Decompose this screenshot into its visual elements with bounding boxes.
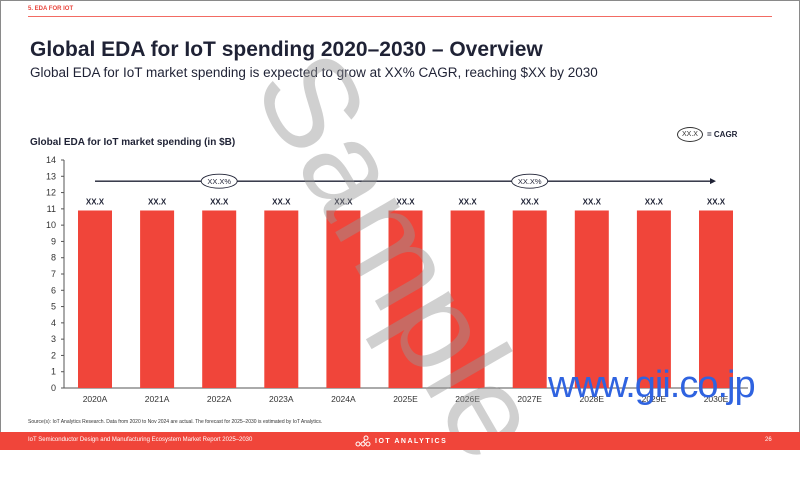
network-logo-icon — [355, 435, 371, 447]
x-tick-label: 2026E — [455, 394, 480, 404]
bar-2029E — [636, 210, 671, 388]
section-label: 5. EDA FOR IOT — [28, 6, 74, 12]
bar-2022A — [202, 210, 237, 388]
cagr-oval — [511, 173, 549, 189]
data-label: XX.X — [521, 197, 540, 206]
chart-title: Global EDA for IoT market spending (in $… — [30, 137, 236, 148]
bar-2024A — [326, 210, 361, 388]
legend-cagr-label: = CAGR — [707, 130, 738, 139]
chart-legend: XX.X = CAGR — [677, 127, 737, 142]
bar-2028E — [574, 210, 609, 388]
y-tick-label: 8 — [51, 253, 56, 263]
x-tick-label: 2020A — [83, 394, 108, 404]
y-tick-label: 13 — [46, 171, 56, 181]
data-label: XX.X — [334, 197, 353, 206]
data-label: XX.X — [583, 197, 602, 206]
footer-bar: IoT Semiconductor Design and Manufacturi… — [0, 432, 800, 450]
data-label: XX.X — [210, 197, 229, 206]
section-divider — [28, 16, 772, 17]
footer-logo-text: IOT ANALYTICS — [375, 437, 448, 445]
data-label: XX.X — [396, 197, 415, 206]
cagr-label: XX.X% — [518, 177, 542, 186]
y-tick-label: 2 — [51, 350, 56, 360]
data-label: XX.X — [707, 197, 726, 206]
cagr-arrowhead-icon — [710, 178, 716, 185]
page-number: 26 — [765, 437, 772, 443]
data-label: XX.X — [148, 197, 167, 206]
bar-2030E — [699, 210, 733, 388]
footer-report-name: IoT Semiconductor Design and Manufacturi… — [28, 437, 253, 443]
y-tick-label: 10 — [46, 220, 56, 230]
y-tick-label: 1 — [51, 367, 56, 377]
y-tick-label: 3 — [51, 334, 56, 344]
data-label: XX.X — [458, 197, 477, 206]
bar-2027E — [512, 210, 547, 388]
x-tick-label: 2025E — [393, 394, 418, 404]
y-tick-label: 11 — [47, 204, 56, 214]
x-tick-label: 2022A — [207, 394, 232, 404]
x-tick-label: 2021A — [145, 394, 170, 404]
y-tick-label: 7 — [51, 269, 56, 279]
bar-2026E — [450, 210, 485, 388]
bar-2023A — [264, 210, 299, 388]
cagr-label: XX.X% — [207, 177, 231, 186]
page-title: Global EDA for IoT spending 2020–2030 – … — [30, 38, 543, 61]
y-tick-label: 12 — [46, 188, 56, 198]
data-label: XX.X — [272, 197, 291, 206]
x-tick-label: 2030E — [704, 394, 729, 404]
page-subtitle: Global EDA for IoT market spending is ex… — [30, 65, 598, 80]
y-tick-label: 6 — [51, 285, 56, 295]
bar-chart: 01234567891011121314XX.X2020AXX.X2021AXX… — [46, 155, 748, 404]
bar-2020A — [78, 210, 112, 388]
x-tick-label: 2024A — [331, 394, 356, 404]
bar-2025E — [388, 210, 423, 388]
x-tick-label: 2029E — [642, 394, 667, 404]
cagr-oval — [200, 173, 238, 189]
y-tick-label: 9 — [51, 236, 56, 246]
y-tick-label: 4 — [51, 318, 56, 328]
source-note: Source(s): IoT Analytics Research. Data … — [28, 419, 323, 425]
x-tick-label: 2023A — [269, 394, 294, 404]
x-tick-label: 2028E — [580, 394, 605, 404]
footer-logo: IOT ANALYTICS — [355, 435, 447, 447]
data-label: XX.X — [86, 197, 105, 206]
x-tick-label: 2027E — [517, 394, 542, 404]
y-tick-label: 5 — [51, 302, 56, 312]
bar-2021A — [140, 210, 175, 388]
data-label: XX.X — [645, 197, 664, 206]
y-tick-label: 14 — [46, 155, 56, 165]
y-tick-label: 0 — [51, 383, 56, 393]
legend-cagr-oval: XX.X — [677, 127, 703, 142]
